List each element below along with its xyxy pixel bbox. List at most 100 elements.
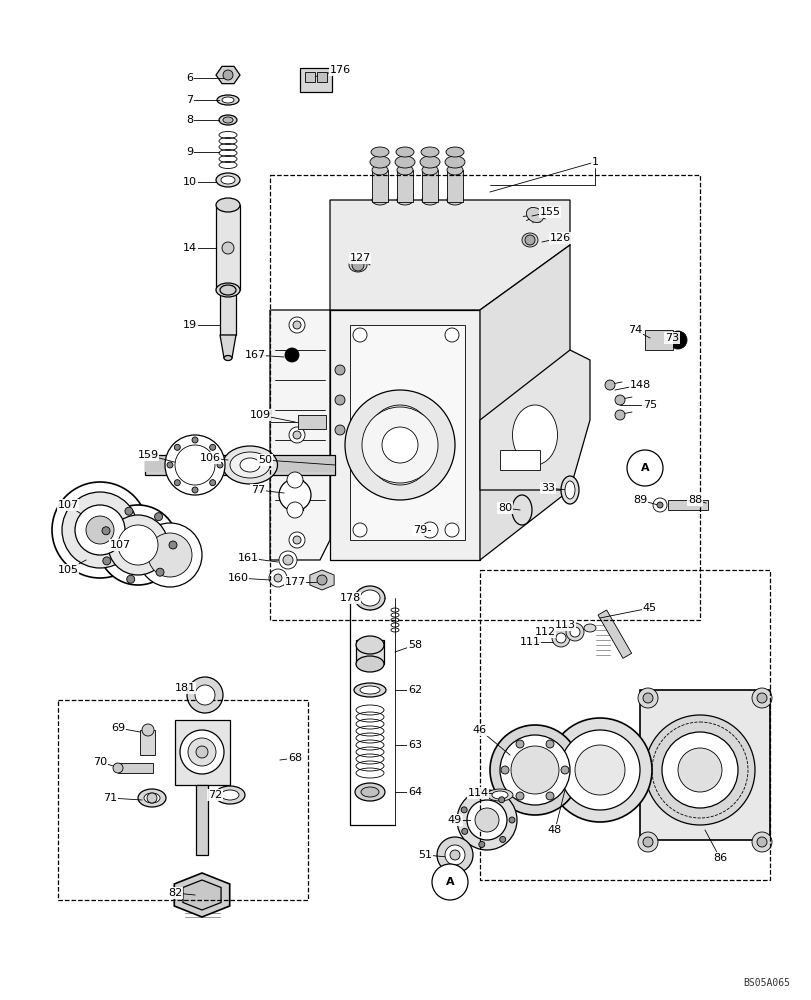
Text: 58: 58 (407, 640, 422, 650)
Circle shape (652, 498, 666, 512)
Circle shape (661, 732, 737, 808)
Circle shape (510, 746, 558, 794)
Circle shape (293, 321, 301, 329)
Circle shape (508, 817, 514, 823)
Circle shape (285, 348, 298, 362)
Text: 48: 48 (547, 825, 561, 835)
Circle shape (560, 730, 639, 810)
Circle shape (614, 395, 624, 405)
Text: 75: 75 (642, 400, 656, 410)
Circle shape (108, 515, 168, 575)
Ellipse shape (216, 173, 240, 187)
Ellipse shape (221, 790, 238, 800)
Ellipse shape (420, 147, 439, 157)
Text: 82: 82 (168, 888, 182, 898)
Circle shape (444, 845, 465, 865)
Polygon shape (329, 310, 479, 560)
Text: 155: 155 (539, 207, 560, 217)
Circle shape (478, 841, 484, 847)
Bar (597, 610, 631, 658)
Text: 77: 77 (251, 485, 265, 495)
Circle shape (637, 832, 657, 852)
Ellipse shape (361, 787, 379, 797)
Circle shape (268, 569, 286, 587)
Ellipse shape (371, 147, 388, 157)
Circle shape (449, 850, 460, 860)
Text: 127: 127 (349, 253, 370, 263)
Circle shape (574, 745, 624, 795)
Text: 109: 109 (249, 410, 270, 420)
Ellipse shape (138, 789, 165, 807)
Ellipse shape (216, 283, 240, 297)
Text: 86: 86 (712, 853, 726, 863)
Text: 72: 72 (208, 790, 222, 800)
Circle shape (169, 541, 177, 549)
Text: 160: 160 (227, 573, 248, 583)
Polygon shape (270, 310, 329, 560)
Ellipse shape (512, 495, 531, 525)
Ellipse shape (354, 586, 384, 610)
Ellipse shape (396, 147, 414, 157)
Text: 46: 46 (472, 725, 487, 735)
Bar (397, 170, 413, 202)
Ellipse shape (491, 791, 508, 799)
Ellipse shape (419, 156, 440, 168)
Text: 68: 68 (288, 753, 302, 763)
Circle shape (174, 444, 180, 450)
Bar (316, 72, 327, 82)
Ellipse shape (215, 786, 245, 804)
Text: BS05A065: BS05A065 (742, 978, 789, 988)
Text: 113: 113 (554, 620, 575, 630)
Circle shape (98, 505, 178, 585)
Text: 126: 126 (549, 233, 570, 243)
Circle shape (167, 462, 173, 468)
Ellipse shape (422, 195, 437, 205)
Circle shape (335, 395, 345, 405)
Circle shape (642, 837, 652, 847)
Text: 74: 74 (627, 325, 642, 335)
Ellipse shape (445, 147, 463, 157)
Circle shape (489, 725, 579, 815)
Text: 50: 50 (258, 455, 272, 465)
Text: 8: 8 (187, 115, 193, 125)
Bar (175, 720, 230, 785)
Bar (58, 700, 307, 900)
Circle shape (525, 235, 534, 245)
Bar (305, 72, 315, 82)
Ellipse shape (240, 458, 260, 472)
Circle shape (500, 766, 508, 774)
Circle shape (668, 331, 686, 349)
Ellipse shape (371, 195, 388, 205)
Text: 63: 63 (407, 740, 422, 750)
Circle shape (545, 792, 553, 800)
Circle shape (431, 864, 467, 900)
Text: 88: 88 (687, 495, 702, 505)
Ellipse shape (444, 156, 465, 168)
Bar (500, 450, 539, 470)
Ellipse shape (217, 95, 238, 105)
Text: 69: 69 (111, 723, 125, 733)
Bar (639, 690, 769, 840)
Circle shape (154, 513, 162, 521)
Circle shape (118, 525, 158, 565)
Circle shape (565, 623, 583, 641)
Text: 51: 51 (418, 850, 431, 860)
Circle shape (500, 735, 569, 805)
Circle shape (569, 627, 579, 637)
Text: 148: 148 (629, 380, 650, 390)
Ellipse shape (560, 476, 578, 504)
Ellipse shape (349, 258, 367, 272)
Circle shape (642, 693, 652, 703)
Circle shape (283, 555, 293, 565)
Bar (270, 175, 699, 620)
Polygon shape (479, 245, 569, 560)
Ellipse shape (216, 198, 240, 212)
Polygon shape (350, 325, 465, 540)
Ellipse shape (355, 656, 384, 672)
Text: A: A (640, 463, 649, 473)
Circle shape (191, 487, 198, 493)
Circle shape (353, 328, 367, 342)
Ellipse shape (354, 783, 384, 801)
Circle shape (422, 522, 437, 538)
Circle shape (560, 766, 569, 774)
